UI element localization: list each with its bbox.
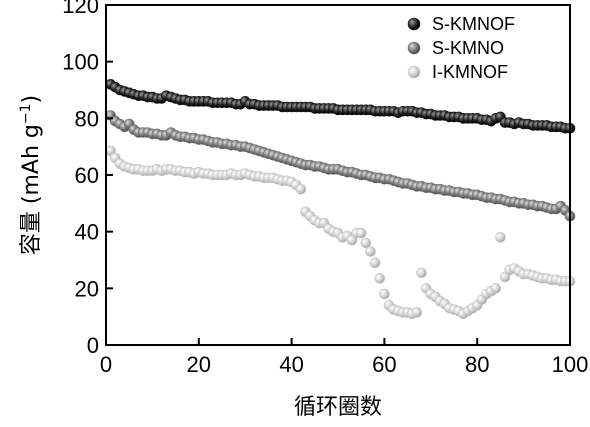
- y-tick-label: 120: [62, 0, 99, 18]
- data-point: [411, 307, 423, 318]
- x-tick-label: 20: [187, 352, 211, 377]
- legend-marker: [407, 65, 421, 79]
- x-axis-label: 循环圈数: [294, 395, 382, 420]
- y-tick-label: 100: [62, 50, 99, 75]
- y-axis-label: 容量 (mAh g−1): [18, 95, 44, 255]
- series-s-kmnof: [105, 79, 576, 134]
- legend-label: S-KMNO: [432, 38, 504, 58]
- legend-label: I-KMNOF: [432, 62, 508, 82]
- legend: S-KMNOF S-KMNO I-KMNOF: [407, 14, 515, 82]
- data-point: [365, 246, 376, 257]
- axis-ticks: 0 20 40 60 80 100 0 20 40 60 80 100 120: [62, 0, 588, 377]
- data-point: [360, 237, 372, 249]
- y-axis-label-main: 容量 (mAh g: [19, 124, 44, 255]
- data-point: [355, 227, 367, 239]
- data-point: [495, 232, 506, 243]
- legend-label: S-KMNOF: [432, 14, 515, 34]
- y-tick-label: 80: [75, 106, 99, 131]
- data-point: [374, 273, 386, 284]
- y-tick-label: 40: [75, 220, 99, 245]
- y-axis-label-superscript: −1: [18, 103, 34, 124]
- x-tick-label: 0: [100, 352, 112, 377]
- data-point: [369, 257, 381, 269]
- series-s-kmno: [105, 110, 576, 222]
- data-point: [416, 267, 427, 279]
- legend-marker: [407, 41, 421, 55]
- x-tick-label: 40: [279, 352, 303, 377]
- y-tick-label: 20: [75, 276, 99, 301]
- data-points: [105, 79, 576, 320]
- y-tick-label: 0: [87, 333, 99, 358]
- x-tick-label: 80: [465, 352, 489, 377]
- legend-marker: [407, 17, 421, 31]
- data-point: [379, 288, 390, 300]
- data-point: [295, 183, 307, 195]
- x-tick-label: 100: [552, 352, 589, 377]
- data-point: [490, 283, 502, 294]
- x-tick-label: 60: [372, 352, 396, 377]
- y-tick-label: 60: [75, 163, 99, 188]
- y-axis-label-close: ): [19, 95, 44, 104]
- series-i-kmnof: [105, 145, 576, 320]
